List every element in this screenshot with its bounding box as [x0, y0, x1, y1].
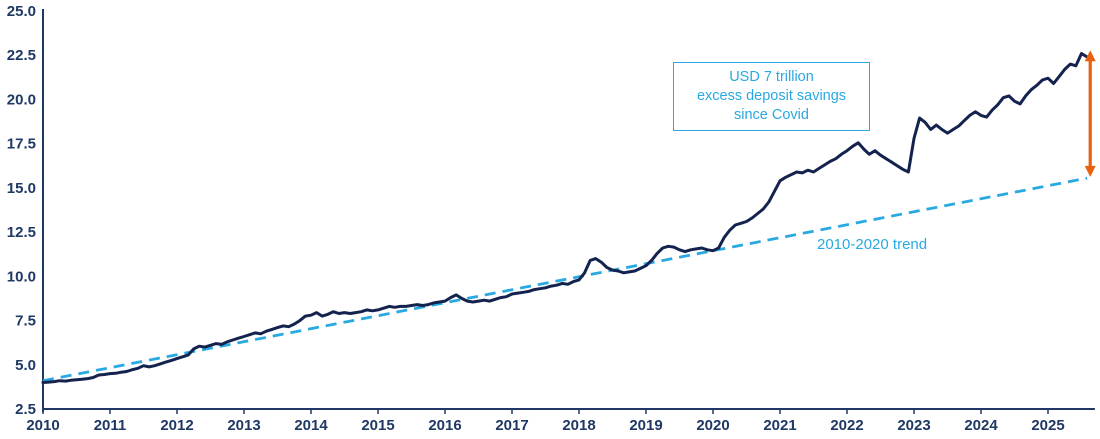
- x-tick-label: 2015: [361, 417, 394, 434]
- trend-line-label: 2010-2020 trend: [817, 236, 928, 253]
- x-tick-label: 2016: [428, 417, 461, 434]
- x-tick-label: 2011: [94, 417, 127, 434]
- x-tick-label: 2024: [964, 417, 998, 434]
- annotation-box: USD 7 trillion excess deposit savings si…: [673, 62, 870, 131]
- x-tick-label: 2022: [830, 417, 863, 434]
- gap-arrow-head-down-icon: [1084, 165, 1096, 177]
- x-tick-label: 2010: [26, 417, 59, 434]
- y-tick-label: 20.0: [7, 91, 36, 108]
- x-tick-label: 2019: [629, 417, 662, 434]
- x-tick-label: 2013: [227, 417, 260, 434]
- y-tick-label: 10.0: [7, 268, 36, 285]
- deposit-savings-line: [41, 52, 1089, 384]
- axes: [42, 9, 1095, 412]
- x-tick-label: 2021: [763, 417, 796, 434]
- x-tick-label: 2018: [562, 417, 595, 434]
- y-tick-label: 2.5: [15, 401, 36, 418]
- x-tick-label: 2023: [897, 417, 930, 434]
- x-tick-label: 2012: [160, 417, 193, 434]
- y-tick-label: 22.5: [7, 47, 36, 64]
- gap-arrow-head-up-icon: [1084, 50, 1096, 62]
- x-tick-label: 2017: [495, 417, 528, 434]
- y-tick-label: 5.0: [15, 357, 36, 374]
- x-tick-label: 2020: [696, 417, 729, 434]
- annotation-line-1: USD 7 trillion: [729, 69, 814, 85]
- y-tick-label: 7.5: [15, 313, 36, 330]
- annotation-line-3: since Covid: [734, 107, 809, 123]
- x-tick-label: 2014: [294, 417, 328, 434]
- annotation-line-2: excess deposit savings: [696, 88, 847, 104]
- x-tick-label: 2025: [1031, 417, 1064, 434]
- y-tick-label: 15.0: [7, 180, 36, 197]
- y-tick-label: 17.5: [7, 136, 36, 153]
- y-tick-label: 12.5: [7, 224, 36, 241]
- y-tick-label: 25.0: [7, 3, 36, 20]
- trend-line: [42, 176, 1088, 383]
